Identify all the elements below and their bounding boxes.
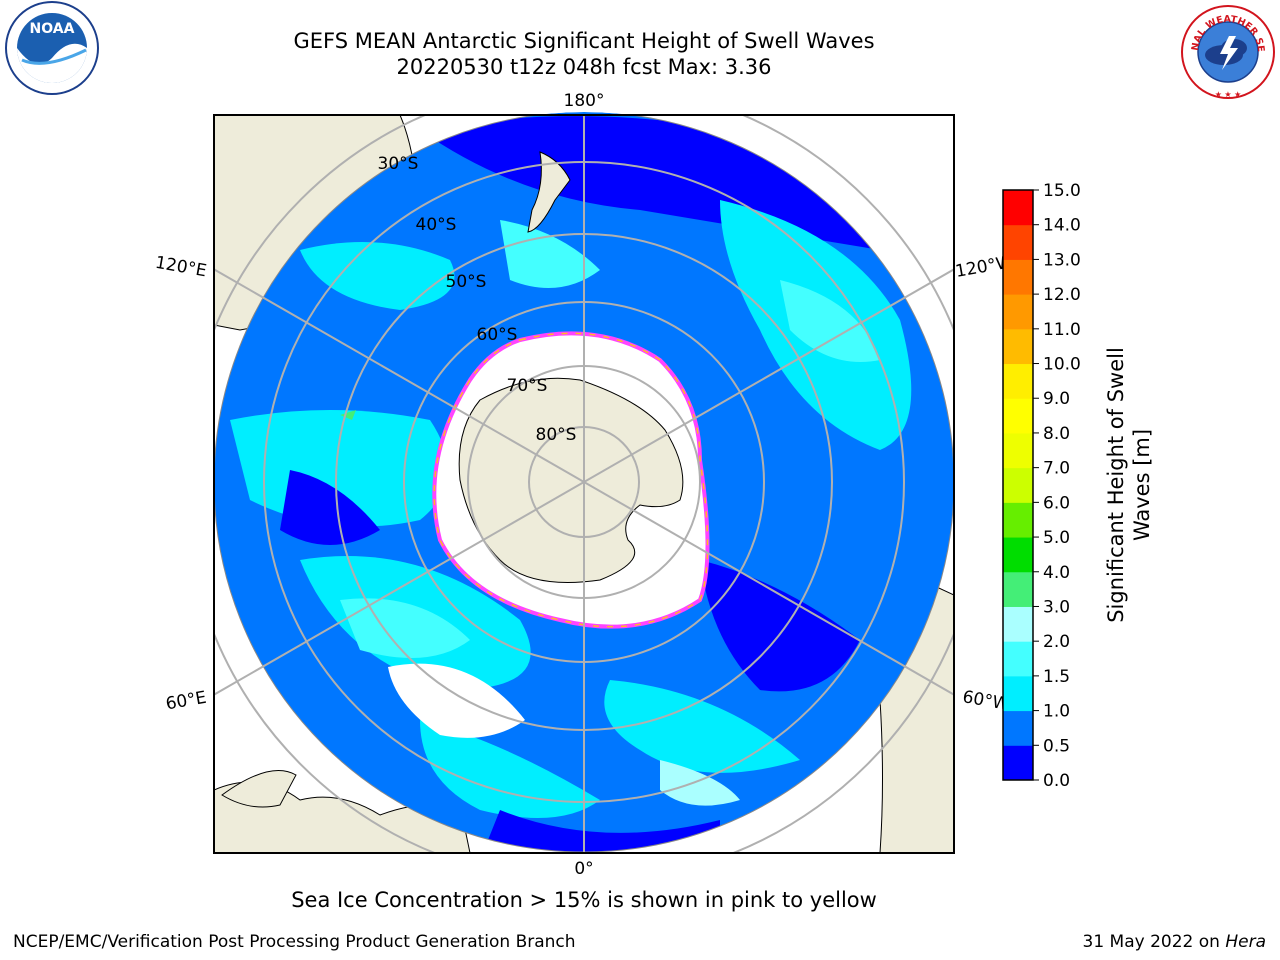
lat-label-70: 70°S	[507, 376, 548, 396]
colorbar-tick-label: 8.0	[1043, 424, 1070, 444]
chart-title: GEFS MEAN Antarctic Significant Height o…	[293, 29, 875, 53]
lat-label-30: 30°S	[378, 154, 419, 174]
colorbar-bin	[1003, 294, 1033, 330]
sea-ice-note: Sea Ice Concentration > 15% is shown in …	[291, 888, 877, 912]
colorbar-label-line-2: Waves [m]	[1130, 429, 1154, 541]
colorbar-bin	[1003, 675, 1033, 712]
colorbar-bin	[1003, 641, 1033, 677]
noaa-logo: NOAA	[5, 1, 99, 95]
lat-label-60: 60°S	[477, 325, 518, 345]
lat-label-80: 80°S	[536, 425, 577, 445]
colorbar-tick-label: 0.0	[1043, 771, 1070, 790]
colorbar-bin	[1003, 398, 1033, 434]
footer-date-text: 31 May 2022 on	[1082, 932, 1226, 952]
colorbar-bin	[1003, 259, 1033, 295]
map-frame	[213, 114, 955, 854]
colorbar-bin	[1003, 710, 1033, 746]
colorbar-tick-label: 7.0	[1043, 459, 1070, 479]
colorbar-tick-label: 3.0	[1043, 597, 1070, 617]
colorbar-bin	[1003, 745, 1033, 781]
colorbar: 0.0 0.5 1.0 1.5 2.0 3.0 4.0 5.0 6.0 7.0 8.0 9.0 10.0…	[1002, 181, 1154, 790]
lon-label-upper-left: 120°E	[154, 253, 208, 282]
new-zealand-land	[527, 151, 571, 233]
lon-label-bottom: 0°	[574, 859, 593, 879]
nws-logo: NATIONAL WEATHER SERVICE ★ ★ ★	[1176, 0, 1275, 99]
colorbar-tick-label: 9.0	[1043, 389, 1070, 409]
colorbar-bin	[1003, 432, 1033, 469]
chart-subtitle: 20220530 t12z 048h fcst Max: 3.36	[396, 55, 772, 79]
colorbar-tick-label: 1.0	[1043, 702, 1070, 722]
colorbar-label-line-1: Significant Height of Swell	[1104, 347, 1128, 623]
colorbar-bin	[1003, 537, 1033, 573]
lon-label-lower-left: 60°E	[164, 688, 208, 715]
lon-label-top: 180°	[564, 91, 605, 111]
colorbar-tick-label: 12.0	[1043, 285, 1081, 305]
colorbar-tick-label: 6.0	[1043, 493, 1070, 513]
colorbar-bin	[1003, 363, 1033, 399]
colorbar-bin	[1003, 571, 1033, 607]
colorbar-tick-label: 2.0	[1043, 632, 1070, 652]
colorbar-bin	[1003, 224, 1033, 260]
colorbar-tick-label: 14.0	[1043, 216, 1081, 236]
lat-label-40: 40°S	[416, 215, 457, 235]
footer-date: 31 May 2022 on Hera	[1083, 932, 1267, 952]
colorbar-bin	[1003, 502, 1033, 538]
colorbar-tick-label: 15.0	[1043, 181, 1081, 201]
colorbar-tick-label: 13.0	[1043, 250, 1081, 270]
colorbar-tick-label: 10.0	[1043, 355, 1081, 375]
colorbar-tick-label: 4.0	[1043, 563, 1070, 583]
svg-text:★ ★ ★: ★ ★ ★	[1215, 90, 1242, 99]
graticule	[214, 115, 954, 853]
colorbar-tick-label: 1.5	[1043, 667, 1070, 687]
antarctica-land	[458, 377, 684, 583]
colorbar-tick-label: 0.5	[1043, 736, 1070, 756]
footer-credit: NCEP/EMC/Verification Post Processing Pr…	[13, 932, 576, 952]
colorbar-tick-label: 11.0	[1043, 320, 1081, 340]
madagascar-land	[221, 770, 297, 808]
colorbar-bin	[1003, 328, 1033, 365]
colorbar-tick-label: 5.0	[1043, 528, 1070, 548]
lat-label-50: 50°S	[446, 272, 487, 292]
noaa-logo-text: NOAA	[30, 21, 75, 37]
colorbar-bin	[1003, 467, 1033, 503]
footer-machine: Hera	[1225, 932, 1266, 952]
colorbar-bin	[1003, 606, 1033, 642]
colorbar-bin	[1003, 190, 1033, 226]
